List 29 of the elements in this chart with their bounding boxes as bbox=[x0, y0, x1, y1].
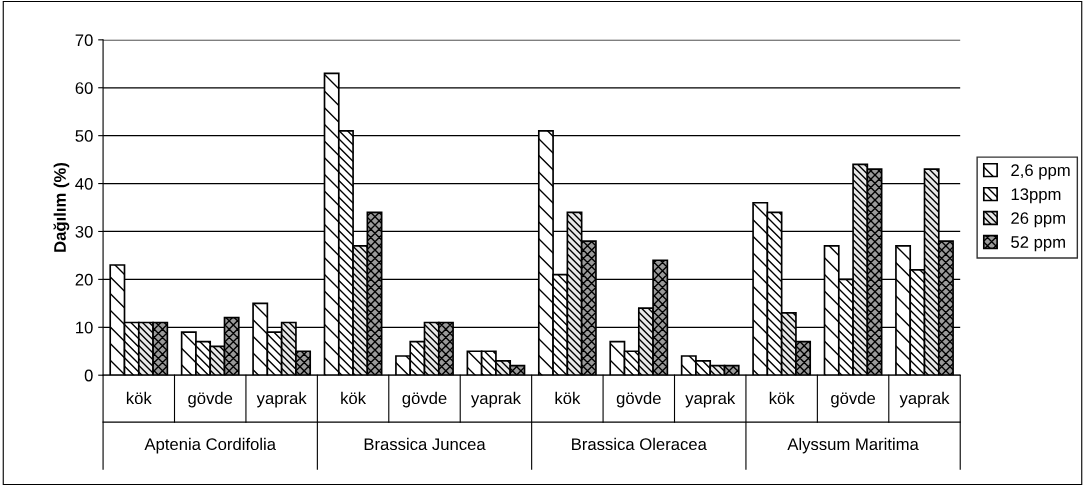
y-tick-label: 30 bbox=[75, 225, 93, 238]
y-tick-label: 10 bbox=[76, 321, 93, 334]
y-tick-label: 60 bbox=[75, 82, 93, 94]
x-tick-label: yaprak bbox=[899, 391, 950, 408]
y-tick-label: 0 bbox=[84, 369, 93, 382]
y-axis-title: Dağılım (%) bbox=[53, 162, 70, 252]
y-tick-label: 50 bbox=[75, 130, 93, 142]
text: Alyssum Maritima bbox=[787, 437, 919, 454]
x-tick-label: yaprak bbox=[685, 391, 736, 408]
y-tick-label: 70 bbox=[75, 34, 93, 47]
text: Brassica Juncea bbox=[364, 437, 486, 451]
x-tick-label: gövde bbox=[831, 391, 876, 408]
x-tick-label: gövde bbox=[616, 391, 661, 408]
y-tick-label: 20 bbox=[75, 273, 93, 286]
legend-label: 13ppm bbox=[1011, 188, 1061, 204]
x-tick-label: kök bbox=[555, 391, 581, 405]
x-tick-label: gövde bbox=[402, 391, 447, 408]
legend-label: 2,6 ppm bbox=[1011, 164, 1070, 180]
x-tick-label: yaprak bbox=[256, 391, 307, 408]
x-tick-label: kök bbox=[126, 391, 152, 405]
legend-label: 52 ppm bbox=[1011, 236, 1065, 252]
x-tick-label: gövde bbox=[188, 391, 233, 408]
legend-label: 26 ppm bbox=[1011, 212, 1065, 228]
y-tick-label: 40 bbox=[75, 177, 93, 190]
text: Brassica Oleracea bbox=[572, 437, 707, 451]
text: Aptenia Cordifolia bbox=[144, 437, 276, 454]
x-tick-label: kök bbox=[341, 391, 367, 405]
x-tick-label: yaprak bbox=[470, 391, 521, 408]
x-tick-label: kök bbox=[769, 391, 795, 405]
